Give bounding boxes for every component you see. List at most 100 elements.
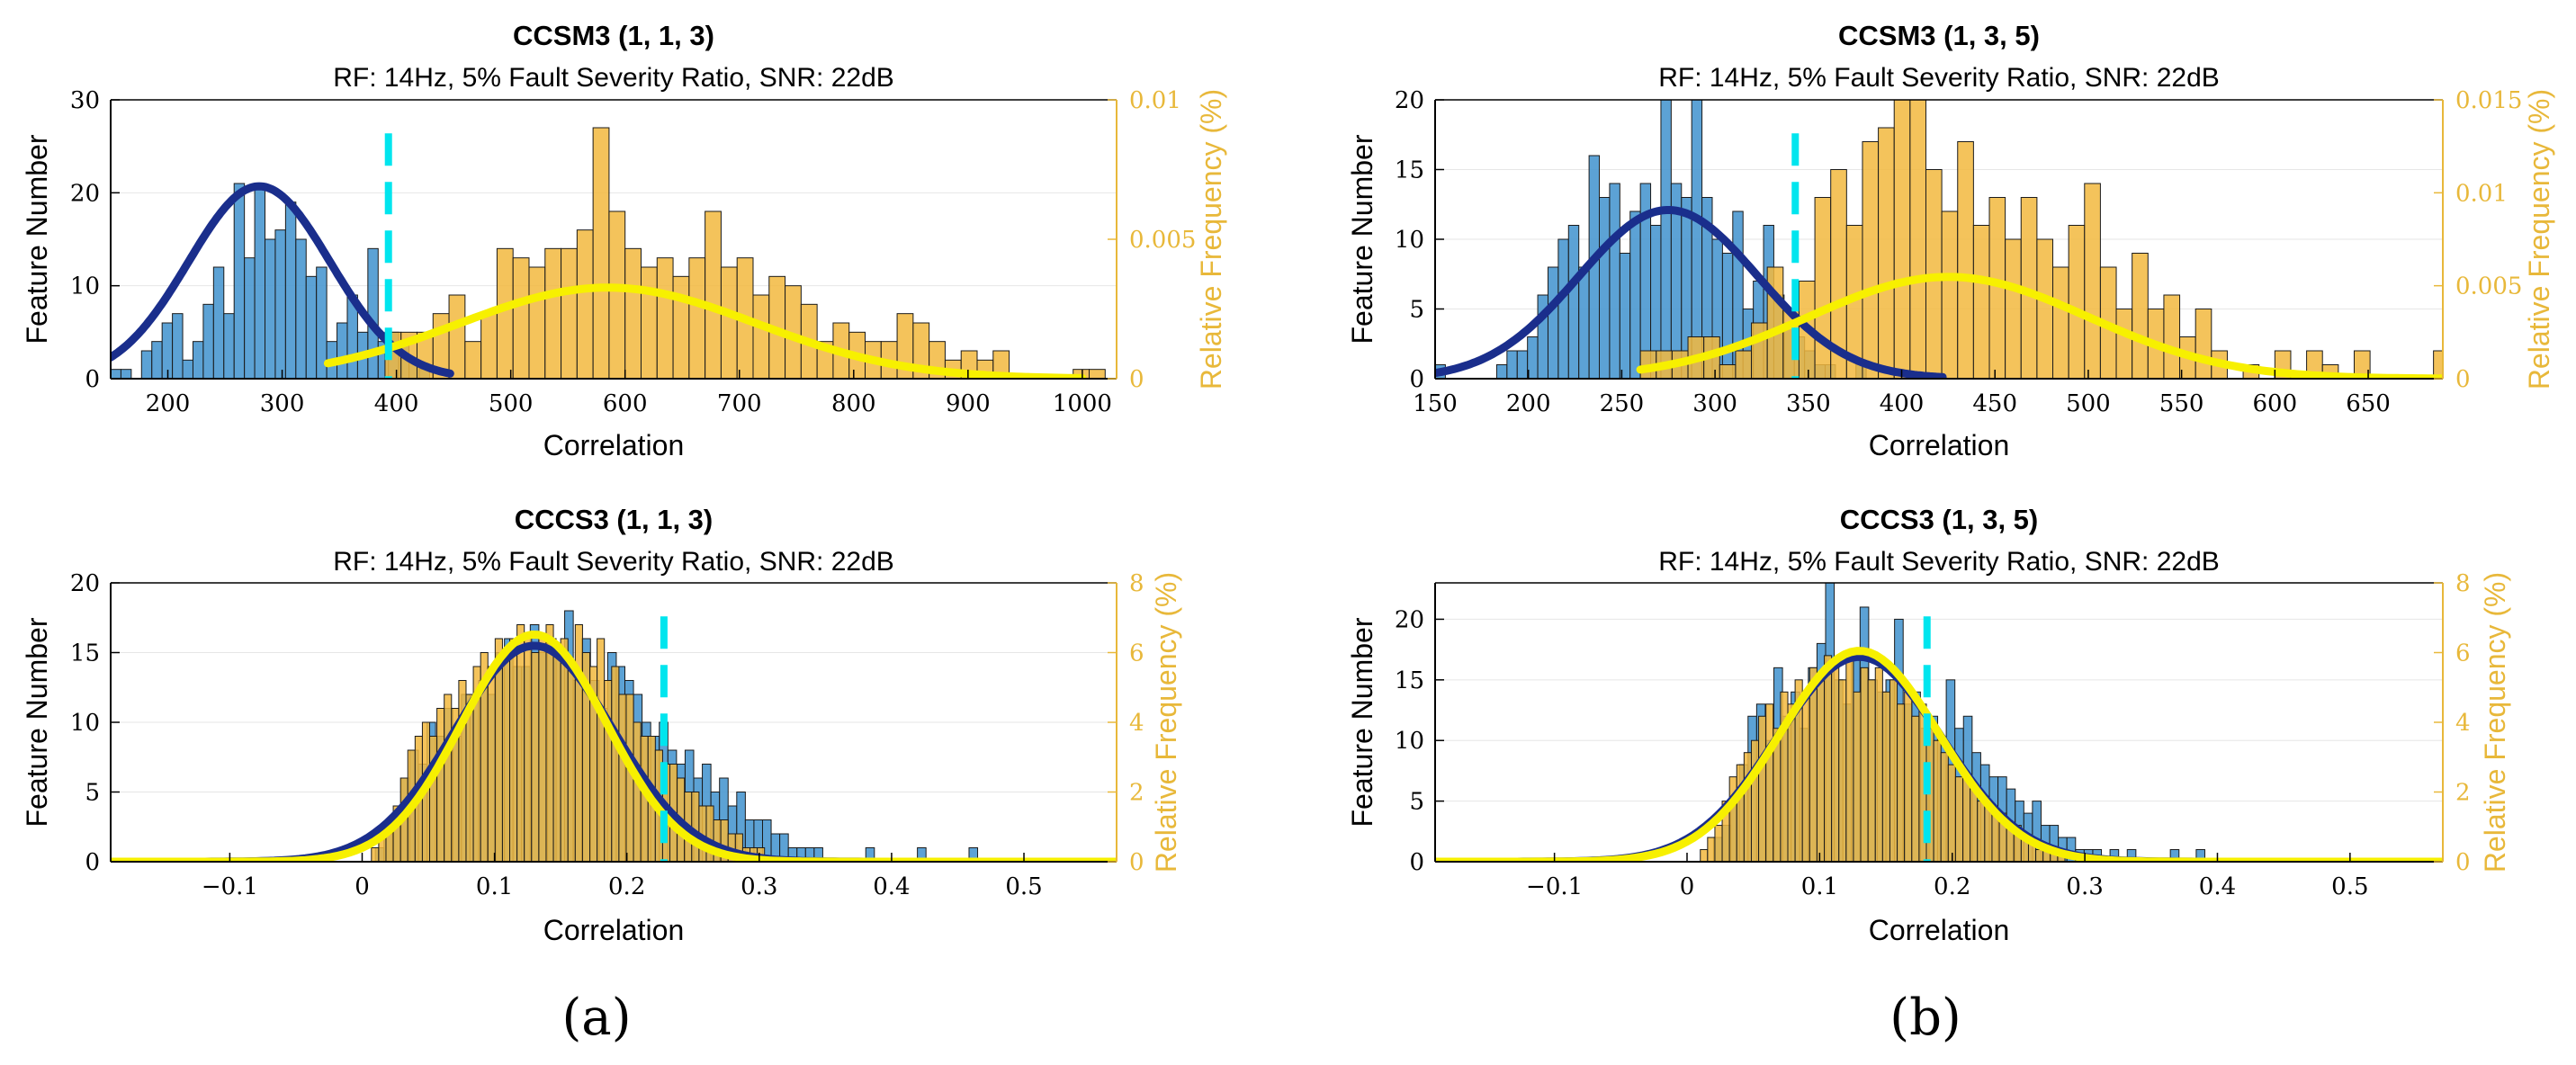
x-tick-label: 0.3 (740, 873, 777, 900)
healthy-bar (182, 359, 193, 379)
x-tick-label: 0.5 (2331, 873, 2368, 900)
faulty-bar (1947, 764, 1956, 862)
y-tick-label: 5 (1409, 789, 1424, 816)
healthy-bar (1578, 266, 1590, 379)
faulty-bar (1860, 667, 1869, 862)
faulty-bar (2132, 253, 2149, 379)
faulty-bar (544, 247, 562, 379)
faulty-bar (2035, 849, 2044, 862)
right-tick-label: 0 (2455, 366, 2471, 393)
faulty-bar (1831, 667, 1840, 862)
healthy-bar (1495, 364, 1508, 379)
panel-label-b: (b) (1889, 989, 1961, 1047)
faulty-bar (1750, 739, 1760, 862)
x-tick-label: 650 (2346, 390, 2391, 417)
healthy-bar (1547, 266, 1559, 379)
y-tick-label: 20 (70, 180, 100, 207)
healthy-bar (917, 847, 927, 862)
x-tick-label: 550 (2159, 390, 2204, 417)
healthy-bar (367, 247, 379, 379)
faulty-bar (597, 638, 606, 862)
healthy-bar (1516, 350, 1529, 379)
x-tick-label: 0 (355, 873, 370, 900)
faulty-bar (1933, 739, 1942, 862)
y-tick-label: 10 (1395, 728, 1424, 755)
y-tick-label: 10 (70, 710, 100, 737)
faulty-bar (1970, 788, 1979, 862)
chart-subtitle: RF: 14Hz, 5% Fault Severity Ratio, SNR: … (1658, 547, 2220, 577)
faulty-bar (2115, 309, 2133, 379)
y-tick-label: 20 (70, 570, 100, 597)
healthy-bar (295, 238, 307, 379)
faulty-bar (1816, 679, 1826, 862)
x-tick-label: 900 (946, 390, 991, 417)
plot-area (111, 100, 1314, 379)
right-tick-label: 0.015 (2455, 87, 2522, 114)
faulty-bar (1972, 225, 1990, 379)
healthy-bar (1609, 183, 1620, 379)
right-tick-label: 4 (1129, 710, 1144, 737)
faulty-bar (1787, 703, 1796, 862)
faulty-bar (1911, 715, 1920, 862)
faulty-bar (752, 294, 770, 379)
faulty-bar (531, 652, 540, 862)
faulty-bar (1719, 364, 1737, 379)
x-tick-label: 300 (1692, 390, 1737, 417)
y-tick-label: 10 (1395, 227, 1424, 254)
chart-title: CCSM3 (1, 3, 5) (1838, 20, 2040, 51)
faulty-bar (1736, 764, 1745, 862)
faulty-bar (2163, 294, 2181, 379)
faulty-bar (528, 266, 546, 379)
faulty-bar (1853, 691, 1862, 862)
faulty-bar (487, 666, 496, 862)
faulty-bar (1297, 351, 1314, 379)
faulty-bar (1735, 350, 1753, 379)
faulty-bar (512, 257, 530, 379)
healthy-bar (305, 275, 318, 379)
chart-subtitle: RF: 14Hz, 5% Fault Severity Ratio, SNR: … (333, 63, 894, 93)
y-tick-label: 15 (1395, 667, 1424, 694)
x-tick-label: 0.1 (476, 873, 513, 900)
faulty-bar (1814, 197, 1832, 379)
faulty-bar (1714, 825, 1723, 862)
faulty-bar (444, 694, 453, 862)
faulty-fit-curve (323, 283, 1087, 379)
x-tick-label: 400 (1880, 390, 1925, 417)
chart-title: CCSM3 (1, 1, 3) (513, 20, 714, 51)
faulty-bar (688, 257, 706, 379)
faulty-bar (1889, 679, 1898, 862)
healthy-bar (265, 238, 276, 379)
faulty-bar (1845, 655, 1854, 862)
faulty-bar (560, 638, 569, 862)
healthy-bar (223, 313, 235, 379)
x-tick-label: 400 (374, 390, 419, 417)
healthy-bar (1629, 210, 1641, 379)
faulty-bar (1904, 691, 1913, 862)
x-axis-title: Correlation (1869, 429, 2010, 461)
x-tick-label: −0.1 (202, 873, 258, 900)
faulty-bar (2195, 309, 2212, 379)
y-axis-title: Feature Number (21, 134, 53, 344)
faulty-bar (2433, 350, 2443, 379)
faulty-bar (509, 638, 518, 862)
faulty-bar (538, 638, 547, 862)
healthy-bar (1567, 225, 1580, 379)
faulty-fit-curve (1435, 647, 2443, 862)
x-tick-label: 800 (831, 390, 876, 417)
plot-area (1435, 100, 2443, 379)
y-tick-label: 5 (1409, 297, 1424, 324)
faulty-bar (1743, 752, 1752, 862)
faulty-bar (480, 313, 498, 379)
faulty-bar (604, 680, 613, 862)
faulty-bar (516, 624, 525, 862)
faulty-bar (1838, 679, 1847, 862)
right-tick-label: 4 (2455, 710, 2471, 737)
healthy-bar (212, 266, 225, 379)
faulty-bar (2068, 225, 2086, 379)
y-tick-label: 0 (1409, 849, 1424, 876)
y-axis-title: Feature Number (1346, 134, 1378, 344)
chart-title: CCCS3 (1, 3, 5) (1840, 504, 2039, 535)
right-tick-label: 6 (1129, 640, 1144, 667)
x-tick-label: 500 (489, 390, 534, 417)
x-tick-label: 500 (2066, 390, 2111, 417)
